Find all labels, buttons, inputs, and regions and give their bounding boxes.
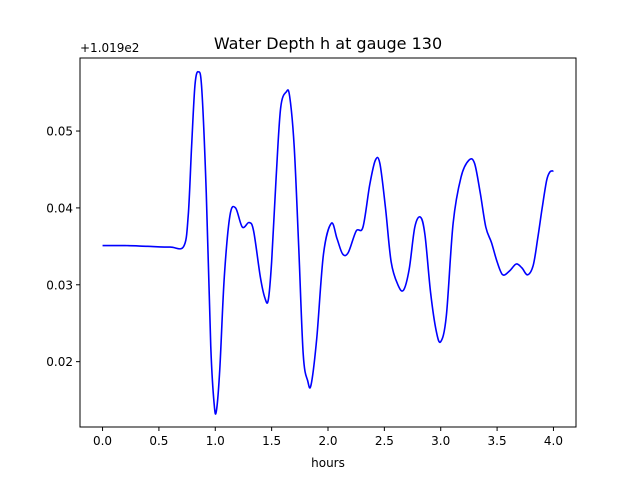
series-line-0: [102, 70, 554, 415]
plot-area: [80, 58, 576, 427]
x-tick-label: 2.5: [375, 434, 394, 448]
chart-title: Water Depth h at gauge 130: [214, 34, 442, 53]
y-tick-label: 0.02: [46, 355, 73, 369]
y-tick-label: 0.05: [46, 125, 73, 139]
x-tick-label: 1.5: [262, 434, 281, 448]
x-tick-label: 2.0: [318, 434, 337, 448]
x-axis-label: hours: [311, 456, 345, 470]
x-tick-label: 3.5: [488, 434, 507, 448]
x-tick-label: 1.0: [206, 434, 225, 448]
y-tick-label: 0.04: [46, 201, 73, 215]
x-tick-label: 3.0: [431, 434, 450, 448]
line-layer: [102, 70, 554, 415]
x-tick-label: 4.0: [544, 434, 563, 448]
x-tick-label: 0.5: [149, 434, 168, 448]
y-axis-ticks: 0.02 0.03 0.04 0.05: [46, 125, 80, 369]
y-tick-label: 0.03: [46, 278, 73, 292]
y-offset-text: +1.019e2: [80, 41, 139, 55]
x-tick-label: 0.0: [93, 434, 112, 448]
x-axis-ticks: 0.0 0.5 1.0 1.5 2.0 2.5 3.0 3.5 4.0: [93, 427, 563, 448]
